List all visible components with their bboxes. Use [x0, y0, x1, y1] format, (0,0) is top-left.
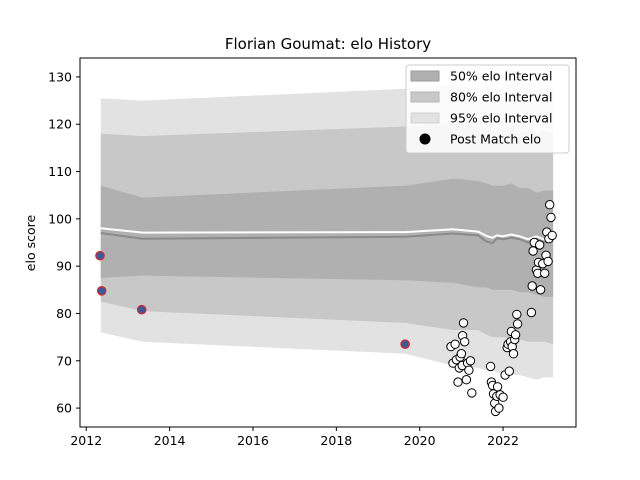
post-match-point	[450, 339, 460, 349]
x-tick-label: 2012	[70, 433, 102, 448]
post-match-point	[494, 403, 504, 413]
legend-label: Post Match elo	[450, 132, 541, 147]
y-tick-label: 60	[56, 401, 72, 416]
y-tick-label: 100	[48, 211, 72, 226]
post-match-point	[526, 307, 537, 318]
post-match-point	[535, 285, 546, 295]
legend-label: 95% elo Interval	[450, 111, 552, 126]
post-match-point	[546, 212, 556, 223]
post-match-point	[510, 330, 521, 340]
legend-label: 50% elo Interval	[450, 69, 552, 84]
median-elo-line	[100, 227, 554, 241]
post-match-point	[485, 361, 496, 372]
legend-swatch-band95	[410, 112, 440, 124]
early-match-point	[96, 285, 107, 296]
post-match-point	[467, 388, 477, 398]
post-match-point	[460, 337, 470, 347]
legend-swatch-band80	[410, 91, 440, 103]
legend-box	[405, 64, 570, 154]
legend-swatch-band50	[410, 70, 440, 82]
post-match-point	[535, 240, 545, 250]
y-tick-label: 130	[48, 69, 72, 84]
x-tick-label: 2018	[320, 433, 352, 448]
x-tick-label: 2016	[237, 433, 269, 448]
post-match-point	[498, 392, 508, 402]
post-match-point	[547, 230, 557, 241]
post-match-point	[464, 365, 474, 375]
post-match-point	[508, 349, 519, 359]
post-match-point	[504, 366, 514, 376]
post-match-point	[453, 377, 463, 387]
y-tick-label: 90	[56, 259, 72, 274]
y-axis-ticks: 60 70 80 90 100 110 120 130	[48, 69, 80, 416]
legend-marker-icon	[419, 133, 431, 145]
post-match-point	[465, 356, 476, 366]
y-tick-label: 110	[48, 164, 72, 179]
y-axis-label: elo score	[23, 215, 38, 272]
post-match-point	[461, 375, 472, 385]
post-match-point	[492, 382, 503, 392]
post-match-point	[512, 309, 522, 320]
post-match-point	[458, 318, 469, 328]
post-match-points	[95, 200, 557, 417]
x-axis-ticks: 2012 2014 2016 2018 2020 2022	[70, 427, 519, 448]
post-match-point	[540, 268, 550, 278]
y-tick-label: 80	[56, 306, 72, 321]
early-match-point	[136, 304, 147, 315]
post-match-point	[528, 246, 538, 256]
axes-frame	[79, 57, 577, 428]
post-match-point	[456, 349, 467, 359]
x-tick-label: 2014	[154, 433, 186, 448]
post-match-point	[527, 281, 537, 291]
early-match-point	[95, 250, 105, 261]
y-tick-label: 70	[56, 353, 72, 368]
post-match-point	[543, 256, 553, 267]
post-match-point	[512, 319, 523, 329]
x-tick-label: 2022	[487, 433, 519, 448]
y-tick-label: 120	[48, 117, 72, 132]
chart-title: Florian Goumat: elo History	[225, 35, 431, 53]
x-tick-label: 2020	[404, 433, 436, 448]
early-match-point	[400, 339, 410, 349]
legend-label: 80% elo Interval	[450, 90, 552, 105]
legend: 50% elo Interval 80% elo Interval 95% elo …	[405, 64, 570, 154]
post-match-point	[545, 200, 555, 210]
